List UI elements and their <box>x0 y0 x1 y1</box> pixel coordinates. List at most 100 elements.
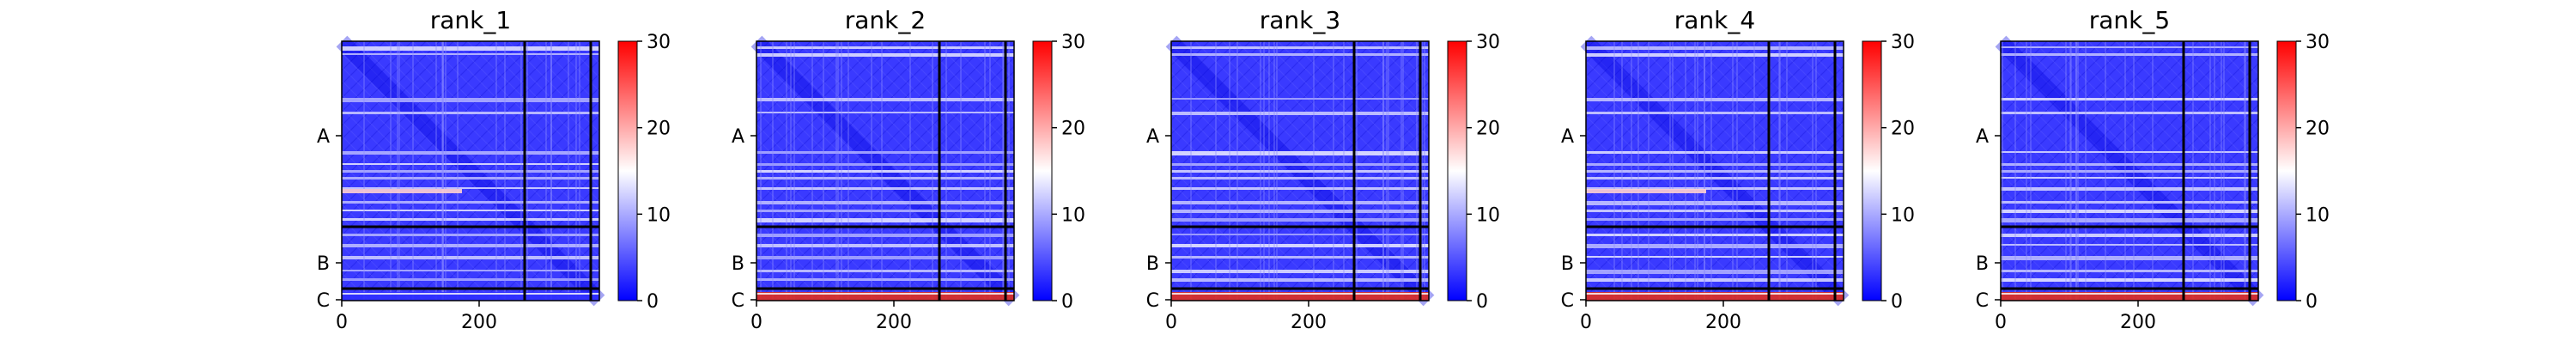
heatmap-column-stripe <box>2077 41 2079 301</box>
heatmap-stripe <box>756 151 1014 154</box>
colorbar-tick-label: 20 <box>1891 119 1915 140</box>
colorbar <box>617 40 638 301</box>
heatmap-stripe <box>2001 151 2258 153</box>
heatmap-column-stripe <box>2069 41 2071 301</box>
heatmap-column-stripe <box>398 41 400 301</box>
heatmap-column-stripe <box>412 41 414 301</box>
heatmap-column-stripe <box>1697 41 1698 301</box>
heatmap-stripe <box>342 112 599 114</box>
heatmap-stripe <box>342 46 599 51</box>
colorbar-tick-label: 10 <box>1476 204 1500 226</box>
heatmap-column-stripe <box>772 41 774 301</box>
heatmap-stripe <box>2001 278 2258 282</box>
heatmap-column-stripe <box>932 41 933 301</box>
heatmap-column-stripe <box>495 41 497 301</box>
heatmap-column-stripe <box>1276 41 1278 301</box>
heatmap-stripe <box>1171 256 1429 259</box>
heatmap-stripe <box>342 234 599 236</box>
heatmap-stripe <box>1171 46 1429 49</box>
heatmap-column-stripe <box>793 41 795 301</box>
heatmap-column-stripe <box>1356 41 1358 301</box>
heatmap-stripe <box>756 201 1014 204</box>
heatmap-column-stripe <box>1402 41 1404 301</box>
heatmap-column-stripe <box>1812 41 1814 301</box>
colorbar <box>2276 40 2297 301</box>
heatmap-column-stripe <box>1704 41 1705 301</box>
heatmap-stripe <box>342 278 599 281</box>
panel-title: rank_2 <box>845 6 926 34</box>
heatmap-stripe <box>342 218 599 221</box>
heatmap-stripe <box>1586 270 1844 274</box>
heatmap-column-stripe <box>786 41 787 301</box>
y-tick-label: C <box>317 290 330 312</box>
chain-c-band <box>2001 292 2258 301</box>
colorbar-tick-label: 30 <box>1891 32 1915 53</box>
heatmap-stripe <box>342 163 599 165</box>
heatmap-column-stripe <box>2221 41 2222 301</box>
heatmap-stripe <box>2001 201 2258 204</box>
heatmap-column-stripe <box>1637 41 1639 301</box>
heatmap-stripe <box>1586 170 1844 173</box>
heatmap-stripe <box>756 218 1014 222</box>
colorbar-tick-label: 10 <box>1061 204 1085 226</box>
y-tick-label: A <box>1561 126 1574 148</box>
heatmap-column-stripe <box>1710 41 1712 301</box>
heatmap-column-stripe <box>520 41 522 301</box>
heatmap-stripe <box>342 170 599 173</box>
heatmap-column-stripe <box>1382 41 1384 301</box>
heatmap-column-stripe <box>2030 41 2032 301</box>
heatmap-column-stripe <box>442 41 444 301</box>
heatmap-column-stripe <box>2002 41 2003 301</box>
heatmap-column-stripe <box>1621 41 1623 301</box>
colorbar <box>1032 40 1053 301</box>
x-tick-label: 200 <box>876 312 912 333</box>
colorbar-tick-label: 20 <box>1061 119 1085 140</box>
y-tick-label: A <box>317 126 330 148</box>
panel-title: rank_5 <box>2089 6 2170 34</box>
colorbar-tick-label: 0 <box>2306 291 2318 313</box>
heatmap-column-stripe <box>811 41 813 301</box>
heatmap-column-stripe <box>1313 41 1315 301</box>
heatmap-stripe <box>342 210 599 211</box>
heatmap-warm-row <box>1586 189 1706 193</box>
chain-c-highlight <box>1171 293 1429 295</box>
y-tick-label: C <box>1146 290 1159 312</box>
heatmap-column-stripe <box>2065 41 2067 301</box>
heatmap-stripe <box>342 98 599 102</box>
heatmap-stripe <box>1171 163 1429 166</box>
heatmap-stripe <box>1586 53 1844 57</box>
colorbar-tick-label: 20 <box>2306 119 2330 140</box>
y-tick-label: B <box>1561 253 1574 275</box>
heatmap-column-stripe <box>1002 41 1004 301</box>
heatmap-column-stripe <box>1382 41 1384 301</box>
heatmap-column-stripe <box>1736 41 1738 301</box>
heatmap-column-stripe <box>2075 41 2077 301</box>
heatmap-frame <box>756 40 1015 301</box>
heatmap-column-stripe <box>1263 41 1265 301</box>
y-tick-label: C <box>1976 290 1989 312</box>
heatmap-column-stripe <box>457 41 459 301</box>
heatmap-stripe <box>1171 170 1429 173</box>
colorbar-tick-label: 0 <box>1061 291 1073 313</box>
heatmap-stripe <box>1586 112 1844 114</box>
heatmap-stripe <box>342 151 599 155</box>
colorbar-tick-label: 10 <box>1891 204 1915 226</box>
heatmap-column-stripe <box>397 41 398 301</box>
heatmap-column-stripe <box>1190 41 1192 301</box>
heatmap-stripe <box>2001 53 2258 56</box>
heatmap-column-stripe <box>1333 41 1334 301</box>
heatmap-column-stripe <box>568 41 569 301</box>
colorbar-tick-label: 30 <box>647 32 671 53</box>
heatmap-stripe <box>2001 234 2258 237</box>
heatmap-frame <box>341 40 600 301</box>
heatmap-stripe <box>1586 98 1844 101</box>
colorbar <box>1862 40 1882 301</box>
heatmap-column-stripe <box>575 41 577 301</box>
panel-title: rank_1 <box>430 6 511 34</box>
heatmap-stripe <box>756 278 1014 281</box>
heatmap-stripe <box>1171 270 1429 273</box>
heatmap-stripe <box>342 244 599 247</box>
colorbar-tick-label: 30 <box>1476 32 1500 53</box>
